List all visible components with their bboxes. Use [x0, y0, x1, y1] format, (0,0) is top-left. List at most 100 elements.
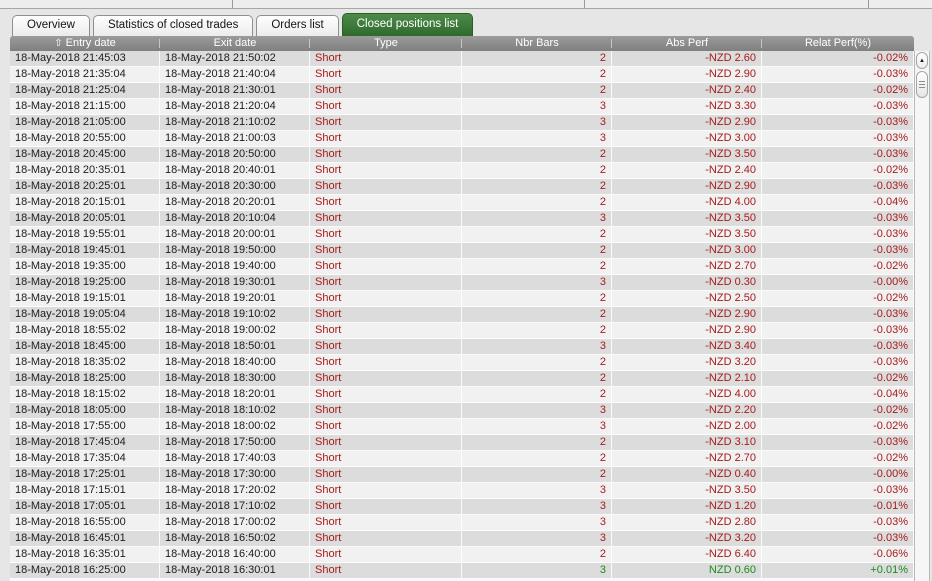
nbr-bars-cell: 3 — [462, 339, 612, 355]
entry-date-cell: 18-May-2018 20:15:01 — [10, 195, 160, 211]
nbr-bars-cell: 2 — [462, 243, 612, 259]
column-header-nbr-bars[interactable]: Nbr Bars — [462, 36, 612, 51]
table-row[interactable]: 18-May-2018 21:05:00 18-May-2018 21:10:02… — [10, 115, 914, 131]
exit-date-cell: 18-May-2018 19:50:00 — [160, 243, 310, 259]
tab-orders-list[interactable]: Orders list — [256, 15, 339, 36]
table-row[interactable]: 18-May-2018 20:45:00 18-May-2018 20:50:00… — [10, 147, 914, 163]
entry-date-cell: 18-May-2018 20:35:01 — [10, 163, 160, 179]
relat-perf-cell: -0.02% — [762, 83, 914, 99]
table-row[interactable]: 18-May-2018 16:25:00 18-May-2018 16:30:01… — [10, 563, 914, 579]
nbr-bars-cell: 3 — [462, 211, 612, 227]
entry-date-cell: 18-May-2018 20:45:00 — [10, 147, 160, 163]
abs-perf-cell: -NZD 3.10 — [612, 435, 762, 451]
tab-statistics-of-closed-trades[interactable]: Statistics of closed trades — [92, 15, 254, 36]
column-header-relat-perf[interactable]: Relat Perf(%) — [804, 37, 872, 49]
column-header-exit-date[interactable]: Exit date — [160, 36, 310, 51]
nbr-bars-cell: 2 — [462, 547, 612, 563]
table-row[interactable]: 18-May-2018 17:35:04 18-May-2018 17:40:03… — [10, 451, 914, 467]
exit-date-cell: 18-May-2018 20:10:04 — [160, 211, 310, 227]
table-row[interactable]: 18-May-2018 16:35:01 18-May-2018 16:40:00… — [10, 547, 914, 563]
table-row[interactable]: 18-May-2018 18:15:02 18-May-2018 18:20:01… — [10, 387, 914, 403]
column-header-type[interactable]: Type — [310, 36, 462, 51]
table-row[interactable]: 18-May-2018 20:35:01 18-May-2018 20:40:01… — [10, 163, 914, 179]
nbr-bars-cell: 2 — [462, 179, 612, 195]
exit-date-cell: 18-May-2018 19:10:02 — [160, 307, 310, 323]
entry-date-cell: 18-May-2018 20:55:00 — [10, 131, 160, 147]
relat-perf-cell: -0.03% — [762, 131, 914, 147]
table-row[interactable]: 18-May-2018 17:15:01 18-May-2018 17:20:02… — [10, 483, 914, 499]
abs-perf-cell: -NZD 2.70 — [612, 451, 762, 467]
entry-date-cell: 18-May-2018 16:55:00 — [10, 515, 160, 531]
table-row[interactable]: 18-May-2018 18:45:00 18-May-2018 18:50:01… — [10, 339, 914, 355]
tab-closed-positions-list[interactable]: Closed positions list — [341, 13, 474, 36]
entry-date-cell: 18-May-2018 17:35:04 — [10, 451, 160, 467]
column-header-abs-perf[interactable]: Abs Perf — [612, 36, 762, 51]
abs-perf-cell: -NZD 3.50 — [612, 227, 762, 243]
scrollbar-thumb[interactable] — [916, 71, 928, 98]
tab-overview[interactable]: Overview — [12, 15, 90, 36]
nbr-bars-cell: 2 — [462, 195, 612, 211]
table-row[interactable]: 18-May-2018 20:15:01 18-May-2018 20:20:01… — [10, 195, 914, 211]
scroll-up-button[interactable]: ▲ — [916, 52, 928, 69]
table-row[interactable]: 18-May-2018 17:25:01 18-May-2018 17:30:00… — [10, 467, 914, 483]
table-row[interactable]: 18-May-2018 16:55:00 18-May-2018 17:00:02… — [10, 515, 914, 531]
type-cell: Short — [310, 563, 462, 579]
table-row[interactable]: 18-May-2018 17:05:01 18-May-2018 17:10:02… — [10, 499, 914, 515]
nbr-bars-cell: 3 — [462, 563, 612, 579]
vertical-scrollbar[interactable]: ▲ — [914, 51, 930, 581]
type-cell: Short — [310, 451, 462, 467]
table-row[interactable]: 18-May-2018 18:55:02 18-May-2018 19:00:02… — [10, 323, 914, 339]
relat-perf-cell: -0.04% — [762, 387, 914, 403]
nbr-bars-cell: 3 — [462, 99, 612, 115]
table-row[interactable]: 18-May-2018 16:45:01 18-May-2018 16:50:02… — [10, 531, 914, 547]
exit-date-cell: 18-May-2018 18:50:01 — [160, 339, 310, 355]
abs-perf-cell: -NZD 3.20 — [612, 531, 762, 547]
relat-perf-cell: -0.03% — [762, 243, 914, 259]
nbr-bars-cell: 2 — [462, 355, 612, 371]
column-header-entry-date[interactable]: ⇧ Entry date — [10, 36, 160, 51]
table-row[interactable]: 18-May-2018 19:45:01 18-May-2018 19:50:00… — [10, 243, 914, 259]
entry-date-cell: 18-May-2018 19:45:01 — [10, 243, 160, 259]
divider-tick — [584, 0, 585, 8]
table-row[interactable]: 18-May-2018 19:55:01 18-May-2018 20:00:01… — [10, 227, 914, 243]
type-cell: Short — [310, 499, 462, 515]
table-row[interactable]: 18-May-2018 17:45:04 18-May-2018 17:50:00… — [10, 435, 914, 451]
type-cell: Short — [310, 323, 462, 339]
exit-date-cell: 18-May-2018 18:00:02 — [160, 419, 310, 435]
table-row[interactable]: 18-May-2018 18:35:02 18-May-2018 18:40:00… — [10, 355, 914, 371]
relat-perf-cell: -0.03% — [762, 115, 914, 131]
table-row[interactable]: 18-May-2018 17:55:00 18-May-2018 18:00:02… — [10, 419, 914, 435]
table-row[interactable]: 18-May-2018 20:25:01 18-May-2018 20:30:00… — [10, 179, 914, 195]
exit-date-cell: 18-May-2018 21:30:01 — [160, 83, 310, 99]
relat-perf-cell: -0.03% — [762, 307, 914, 323]
table-row[interactable]: 18-May-2018 20:05:01 18-May-2018 20:10:04… — [10, 211, 914, 227]
scrollbar-grip-icon — [919, 81, 925, 89]
type-cell: Short — [310, 371, 462, 387]
exit-date-cell: 18-May-2018 17:40:03 — [160, 451, 310, 467]
table-row[interactable]: 18-May-2018 18:05:00 18-May-2018 18:10:02… — [10, 403, 914, 419]
table-row[interactable]: 18-May-2018 18:25:00 18-May-2018 18:30:00… — [10, 371, 914, 387]
relat-perf-cell: -0.02% — [762, 163, 914, 179]
divider-tick — [868, 0, 869, 8]
exit-date-cell: 18-May-2018 17:30:00 — [160, 467, 310, 483]
abs-perf-cell: -NZD 0.30 — [612, 275, 762, 291]
abs-perf-cell: -NZD 2.40 — [612, 163, 762, 179]
table-row[interactable]: 18-May-2018 20:55:00 18-May-2018 21:00:03… — [10, 131, 914, 147]
table-row[interactable]: 18-May-2018 21:15:00 18-May-2018 21:20:04… — [10, 99, 914, 115]
entry-date-cell: 18-May-2018 20:05:01 — [10, 211, 160, 227]
table-row[interactable]: 18-May-2018 19:05:04 18-May-2018 19:10:02… — [10, 307, 914, 323]
type-cell: Short — [310, 163, 462, 179]
entry-date-cell: 18-May-2018 21:35:04 — [10, 67, 160, 83]
type-cell: Short — [310, 99, 462, 115]
entry-date-cell: 18-May-2018 16:35:01 — [10, 547, 160, 563]
table-row[interactable]: 18-May-2018 21:45:03 18-May-2018 21:50:02… — [10, 51, 914, 67]
table-row[interactable]: 18-May-2018 19:25:00 18-May-2018 19:30:01… — [10, 275, 914, 291]
table-row[interactable]: 18-May-2018 19:35:00 18-May-2018 19:40:00… — [10, 259, 914, 275]
table-row[interactable]: 18-May-2018 19:15:01 18-May-2018 19:20:01… — [10, 291, 914, 307]
table-header-row: ⇧ Entry date Exit date Type Nbr Bars Abs … — [10, 36, 914, 51]
table-row[interactable]: 18-May-2018 21:35:04 18-May-2018 21:40:04… — [10, 67, 914, 83]
table-row[interactable]: 18-May-2018 21:25:04 18-May-2018 21:30:01… — [10, 83, 914, 99]
exit-date-cell: 18-May-2018 17:50:00 — [160, 435, 310, 451]
entry-date-cell: 18-May-2018 18:25:00 — [10, 371, 160, 387]
relat-perf-cell: -0.03% — [762, 355, 914, 371]
